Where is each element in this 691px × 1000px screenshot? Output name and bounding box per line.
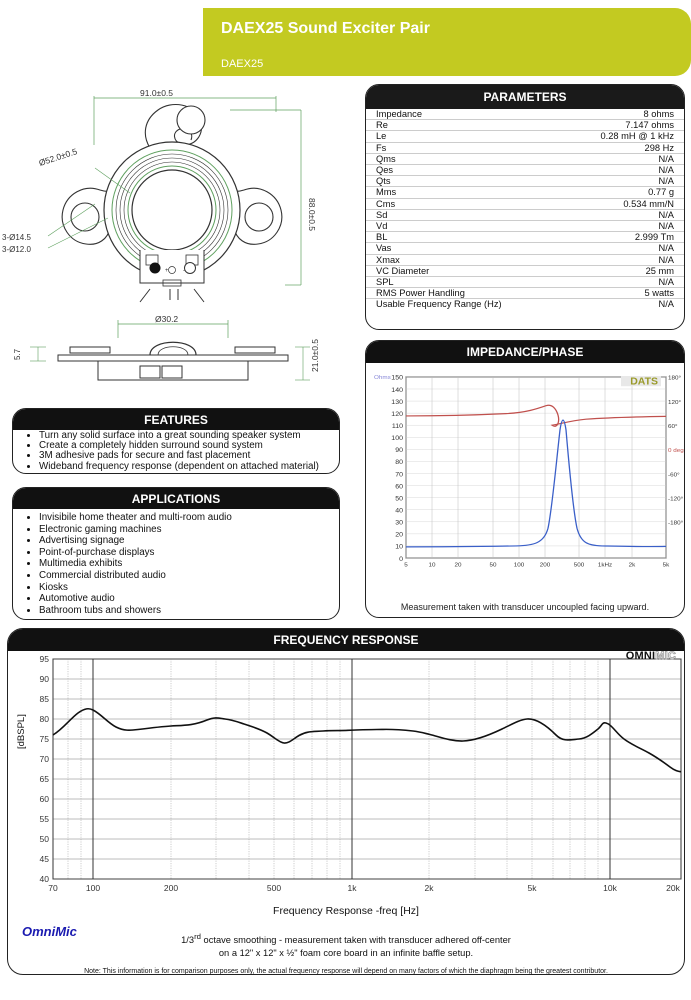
svg-text:5k: 5k <box>528 883 538 893</box>
svg-text:95: 95 <box>40 654 50 664</box>
svg-text:180°: 180° <box>668 376 682 382</box>
svg-text:50: 50 <box>40 834 50 844</box>
svg-text:-180°: -180° <box>668 521 684 527</box>
svg-text:90: 90 <box>40 674 50 684</box>
svg-text:140: 140 <box>391 387 403 394</box>
svg-text:45: 45 <box>40 854 50 864</box>
svg-text:500: 500 <box>574 563 585 569</box>
svg-text:200: 200 <box>164 883 178 893</box>
svg-text:80: 80 <box>40 714 50 724</box>
svg-text:Ohms: Ohms <box>374 375 391 381</box>
svg-text:60: 60 <box>40 794 50 804</box>
svg-text:40: 40 <box>395 508 403 515</box>
svg-text:88.0±0.5: 88.0±0.5 <box>307 198 317 231</box>
svg-text:-60°: -60° <box>668 472 680 478</box>
svg-text:91.0±0.5: 91.0±0.5 <box>140 90 173 98</box>
svg-text:50: 50 <box>395 496 403 503</box>
svg-text:1kHz: 1kHz <box>598 563 612 569</box>
svg-text:0: 0 <box>399 556 403 563</box>
svg-text:65: 65 <box>40 774 50 784</box>
svg-text:DATS: DATS <box>630 377 658 388</box>
svg-text:80: 80 <box>395 459 403 466</box>
svg-text:5k: 5k <box>663 563 671 569</box>
svg-text:10: 10 <box>395 544 403 551</box>
svg-text:30: 30 <box>395 520 403 527</box>
svg-text:100: 100 <box>86 883 100 893</box>
svg-text:70: 70 <box>40 754 50 764</box>
svg-text:-120°: -120° <box>668 497 684 503</box>
svg-text:10: 10 <box>429 563 437 569</box>
svg-text:70: 70 <box>48 883 58 893</box>
svg-text:120: 120 <box>391 411 403 418</box>
svg-text:Ø30.2: Ø30.2 <box>155 314 178 324</box>
svg-text:20: 20 <box>455 563 463 569</box>
svg-text:75: 75 <box>40 734 50 744</box>
svg-text:110: 110 <box>392 423 403 430</box>
svg-text:90: 90 <box>395 447 403 454</box>
svg-text:70: 70 <box>395 471 403 478</box>
svg-text:50: 50 <box>490 563 498 569</box>
svg-text:60: 60 <box>395 484 403 491</box>
svg-text:55: 55 <box>40 814 50 824</box>
svg-text:2k: 2k <box>629 563 637 569</box>
svg-text:20k: 20k <box>666 883 680 893</box>
svg-text:1k: 1k <box>348 883 358 893</box>
svg-text:100: 100 <box>391 435 403 442</box>
svg-text:-: - <box>183 268 185 274</box>
svg-text:3-Ø14.5: 3-Ø14.5 <box>2 233 31 242</box>
svg-text:100: 100 <box>514 563 525 569</box>
svg-text:21.0±0.5: 21.0±0.5 <box>310 339 320 372</box>
svg-text:2k: 2k <box>425 883 435 893</box>
svg-text:60°: 60° <box>668 424 678 430</box>
svg-text:130: 130 <box>391 399 403 406</box>
svg-text:120°: 120° <box>668 400 682 406</box>
svg-text:5.7: 5.7 <box>13 348 22 360</box>
svg-text:500: 500 <box>267 883 281 893</box>
svg-text:+: + <box>165 268 169 274</box>
svg-text:20: 20 <box>395 532 403 539</box>
svg-text:0 deg: 0 deg <box>668 448 684 454</box>
svg-text:10k: 10k <box>603 883 617 893</box>
svg-text:85: 85 <box>40 694 50 704</box>
svg-text:150: 150 <box>391 375 403 382</box>
svg-text:5: 5 <box>404 563 408 569</box>
svg-text:Ø52.0±0.5: Ø52.0±0.5 <box>38 146 79 168</box>
svg-text:3-Ø12.0: 3-Ø12.0 <box>2 245 31 254</box>
svg-text:200: 200 <box>540 563 551 569</box>
